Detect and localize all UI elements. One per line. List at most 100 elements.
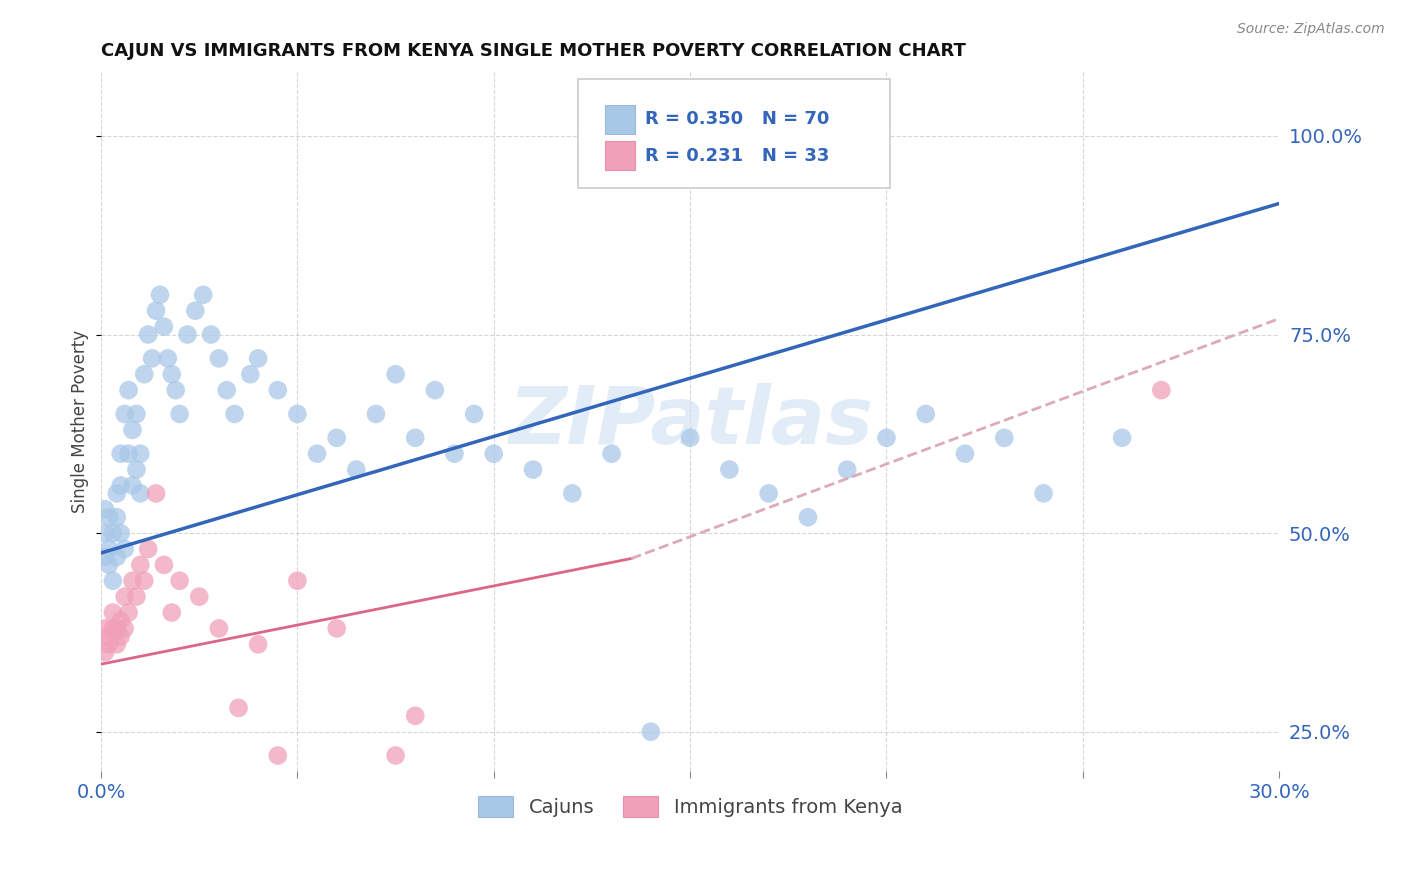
Legend: Cajuns, Immigrants from Kenya: Cajuns, Immigrants from Kenya	[470, 788, 910, 824]
Point	[160, 606, 183, 620]
Point	[136, 327, 159, 342]
Point	[600, 447, 623, 461]
Point	[443, 447, 465, 461]
Point	[224, 407, 246, 421]
Point	[149, 288, 172, 302]
Point	[97, 541, 120, 556]
Point	[165, 383, 187, 397]
FancyBboxPatch shape	[606, 104, 634, 134]
Point	[134, 574, 156, 588]
Point	[679, 431, 702, 445]
Point	[145, 486, 167, 500]
Point	[153, 558, 176, 572]
Point	[176, 327, 198, 342]
Point	[267, 748, 290, 763]
Point	[156, 351, 179, 366]
Point	[344, 462, 367, 476]
Point	[121, 478, 143, 492]
Point	[267, 383, 290, 397]
Point	[1111, 431, 1133, 445]
Point	[384, 368, 406, 382]
Point	[423, 383, 446, 397]
Point	[522, 462, 544, 476]
Point	[561, 486, 583, 500]
FancyBboxPatch shape	[578, 79, 890, 187]
Point	[114, 541, 136, 556]
Point	[105, 486, 128, 500]
Point	[758, 486, 780, 500]
Point	[117, 383, 139, 397]
Point	[97, 510, 120, 524]
Point	[169, 407, 191, 421]
Point	[160, 368, 183, 382]
Point	[145, 303, 167, 318]
Point	[110, 526, 132, 541]
Point	[110, 478, 132, 492]
Point	[1150, 383, 1173, 397]
Point	[482, 447, 505, 461]
Text: CAJUN VS IMMIGRANTS FROM KENYA SINGLE MOTHER POVERTY CORRELATION CHART: CAJUN VS IMMIGRANTS FROM KENYA SINGLE MO…	[101, 42, 966, 60]
Point	[1032, 486, 1054, 500]
Point	[247, 637, 270, 651]
Point	[134, 368, 156, 382]
Text: R = 0.350   N = 70: R = 0.350 N = 70	[645, 111, 830, 128]
Point	[875, 431, 897, 445]
Text: Source: ZipAtlas.com: Source: ZipAtlas.com	[1237, 22, 1385, 37]
Point	[837, 462, 859, 476]
Point	[125, 462, 148, 476]
Point	[384, 748, 406, 763]
Point	[169, 574, 191, 588]
Text: R = 0.231   N = 33: R = 0.231 N = 33	[645, 146, 830, 165]
Point	[287, 574, 309, 588]
Point	[110, 629, 132, 643]
Point	[129, 447, 152, 461]
Point	[125, 407, 148, 421]
Point	[993, 431, 1015, 445]
Point	[141, 351, 163, 366]
Point	[325, 622, 347, 636]
Point	[247, 351, 270, 366]
Point	[101, 622, 124, 636]
Point	[404, 431, 426, 445]
Point	[188, 590, 211, 604]
Point	[101, 526, 124, 541]
Point	[114, 407, 136, 421]
Point	[117, 447, 139, 461]
Point	[94, 549, 117, 564]
Point	[129, 558, 152, 572]
FancyBboxPatch shape	[606, 141, 634, 170]
Point	[208, 622, 231, 636]
Point	[914, 407, 936, 421]
Point	[94, 645, 117, 659]
Point	[364, 407, 387, 421]
Point	[110, 447, 132, 461]
Point	[97, 629, 120, 643]
Point	[121, 574, 143, 588]
Point	[94, 622, 117, 636]
Point	[121, 423, 143, 437]
Point	[797, 510, 820, 524]
Point	[307, 447, 329, 461]
Point	[184, 303, 207, 318]
Point	[953, 447, 976, 461]
Point	[105, 549, 128, 564]
Point	[200, 327, 222, 342]
Point	[94, 502, 117, 516]
Point	[110, 614, 132, 628]
Point	[114, 590, 136, 604]
Point	[215, 383, 238, 397]
Point	[105, 637, 128, 651]
Point	[129, 486, 152, 500]
Point	[153, 319, 176, 334]
Point	[325, 431, 347, 445]
Point	[105, 510, 128, 524]
Point	[718, 462, 741, 476]
Point	[101, 606, 124, 620]
Point	[193, 288, 215, 302]
Point	[114, 622, 136, 636]
Point	[404, 708, 426, 723]
Point	[97, 558, 120, 572]
Point	[105, 622, 128, 636]
Point	[136, 541, 159, 556]
Text: ZIPatlas: ZIPatlas	[508, 383, 873, 461]
